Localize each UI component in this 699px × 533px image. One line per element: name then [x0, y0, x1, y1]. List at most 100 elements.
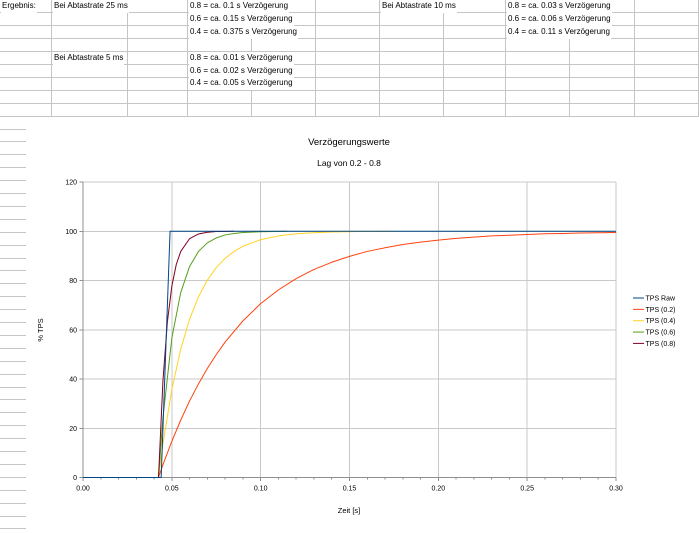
spreadsheet-cell[interactable]: 0.8 = ca. 0.1 s Verzögerung	[189, 0, 290, 13]
spreadsheet-cell[interactable]: 0.4 = ca. 0.11 s Verzögerung	[507, 25, 611, 39]
spreadsheet-cell[interactable]: Bei Abtastrate 5 ms	[53, 51, 125, 65]
grid-line	[0, 425, 26, 427]
grid-line	[0, 412, 26, 414]
x-tick-label: 0.30	[609, 486, 623, 493]
grid-line	[0, 231, 26, 233]
y-tick-label: 80	[69, 278, 77, 285]
legend-label: TPS Raw	[646, 296, 677, 303]
grid-line	[0, 193, 26, 194]
chart-legend: TPS Raw TPS (0.2) TPS (0.4) TPS (0.6) TPS (0…	[633, 296, 676, 348]
grid-line	[0, 438, 26, 440]
y-tick-label: 0	[73, 475, 77, 482]
grid-line	[0, 38, 699, 40]
chart[interactable]: 0 20 40 60 80 100 120 0.00 0.05 0.10 0.15 0.20 0.25 0…	[26, 117, 699, 533]
chart-canvas: 0 20 40 60 80 100 120 0.00 0.05 0.10 0.15 0.20 0.25 0…	[36, 137, 676, 515]
grid-line	[0, 515, 26, 517]
grid-line	[0, 257, 26, 259]
legend-label: TPS (0.8)	[646, 341, 676, 348]
grid-line	[0, 270, 26, 272]
legend-item: TPS Raw	[633, 296, 676, 303]
x-tick-label: 0.25	[520, 486, 534, 493]
grid-line	[0, 451, 26, 452]
grid-line	[0, 244, 26, 246]
y-axis-title: % TPS	[36, 318, 45, 341]
grid-line	[0, 180, 26, 182]
grid-line	[0, 283, 26, 285]
chart-subtitle: Lag von 0.2 - 0.8	[317, 158, 381, 168]
grid-line	[0, 25, 699, 27]
grid-line	[0, 115, 699, 117]
grid-line	[127, 0, 128, 116]
x-tick-label: 0.10	[254, 486, 268, 493]
spreadsheet-cell[interactable]: 0.6 = ca. 0.02 s Verzögerung	[189, 64, 294, 78]
grid-line	[0, 205, 26, 207]
grid-line	[0, 89, 699, 91]
legend-item: TPS (0.6)	[633, 330, 675, 337]
grid-line	[0, 128, 26, 130]
legend-label: TPS (0.4)	[646, 318, 676, 325]
x-tick-label: 0.20	[432, 486, 446, 493]
grid-line	[0, 347, 26, 349]
grid-line	[0, 309, 26, 311]
grid-line	[0, 322, 26, 323]
legend-label: TPS (0.6)	[646, 330, 676, 337]
grid-line	[0, 12, 699, 14]
spreadsheet-cell[interactable]: 0.4 = ca. 0.375 s Verzögerung	[189, 25, 298, 39]
grid-line	[0, 296, 26, 298]
series-line-tps-raw	[83, 230, 616, 478]
series-line-tps-0.4-	[83, 230, 394, 478]
legend-label: TPS (0.2)	[646, 307, 676, 314]
legend-item: TPS (0.4)	[633, 318, 675, 325]
series-line-tps-0.6-	[83, 230, 288, 478]
grid-line	[0, 373, 26, 375]
y-tick-label: 40	[69, 377, 77, 384]
spreadsheet-cell[interactable]: 0.8 = ca. 0.03 s Verzögerung	[507, 0, 612, 13]
series-line-tps-0.2-	[83, 231, 617, 478]
grid-line	[0, 463, 26, 465]
x-tick-label: 0.00	[76, 486, 90, 493]
spreadsheet-cell[interactable]: Ergebnis:	[1, 0, 37, 13]
spreadsheet-cell[interactable]: 0.8 = ca. 0.01 s Verzögerung	[189, 51, 294, 65]
grid-line	[0, 167, 26, 169]
x-tick-label: 0.15	[343, 486, 357, 493]
y-tick-label: 60	[69, 327, 77, 334]
grid-line	[0, 476, 26, 478]
legend-item: TPS (0.8)	[633, 341, 675, 348]
grid-line	[0, 141, 26, 143]
spreadsheet-cell[interactable]: 0.4 = ca. 0.05 s Verzögerung	[189, 77, 294, 91]
chart-title: Verzögerungswerte	[308, 137, 390, 148]
grid-line	[0, 218, 26, 220]
grid-line	[634, 0, 635, 116]
grid-line	[0, 76, 699, 78]
grid-line	[0, 102, 699, 104]
grid-line	[51, 0, 52, 116]
legend-item: TPS (0.2)	[633, 307, 675, 314]
grid-line	[0, 64, 699, 65]
series-lines	[83, 230, 617, 478]
spreadsheet-cell[interactable]: 0.6 = ca. 0.06 s Verzögerung	[507, 12, 612, 26]
grid-line	[315, 0, 316, 116]
axis-tick-labels: 0 20 40 60 80 100 120 0.00 0.05 0.10 0.15 0.20 0.25 0…	[65, 180, 623, 493]
x-axis-title: Zeit [s]	[338, 506, 361, 515]
grid-line	[0, 502, 26, 504]
spreadsheet-cell[interactable]: 0.6 = ca. 0.15 s Verzögerung	[189, 12, 294, 26]
grid-line	[0, 360, 26, 362]
y-tick-label: 120	[65, 180, 77, 187]
grid-line	[187, 0, 188, 116]
series-line-tps-0.8-	[83, 230, 235, 478]
grid-line	[0, 489, 26, 491]
grid-line	[0, 334, 26, 336]
grid-line	[569, 0, 570, 116]
spreadsheet-cell[interactable]: Bei Abtastrate 25 ms	[53, 0, 129, 13]
grid-line	[505, 0, 506, 116]
grid-line	[0, 51, 699, 53]
x-tick-label: 0.05	[165, 486, 179, 493]
y-tick-label: 100	[65, 229, 77, 236]
grid-line	[443, 0, 444, 116]
spreadsheet-cell[interactable]: Bei Abtastrate 10 ms	[381, 0, 457, 13]
grid-line	[0, 154, 26, 156]
grid-line	[0, 528, 26, 530]
grid-line	[0, 399, 26, 401]
grid-line	[379, 0, 380, 116]
